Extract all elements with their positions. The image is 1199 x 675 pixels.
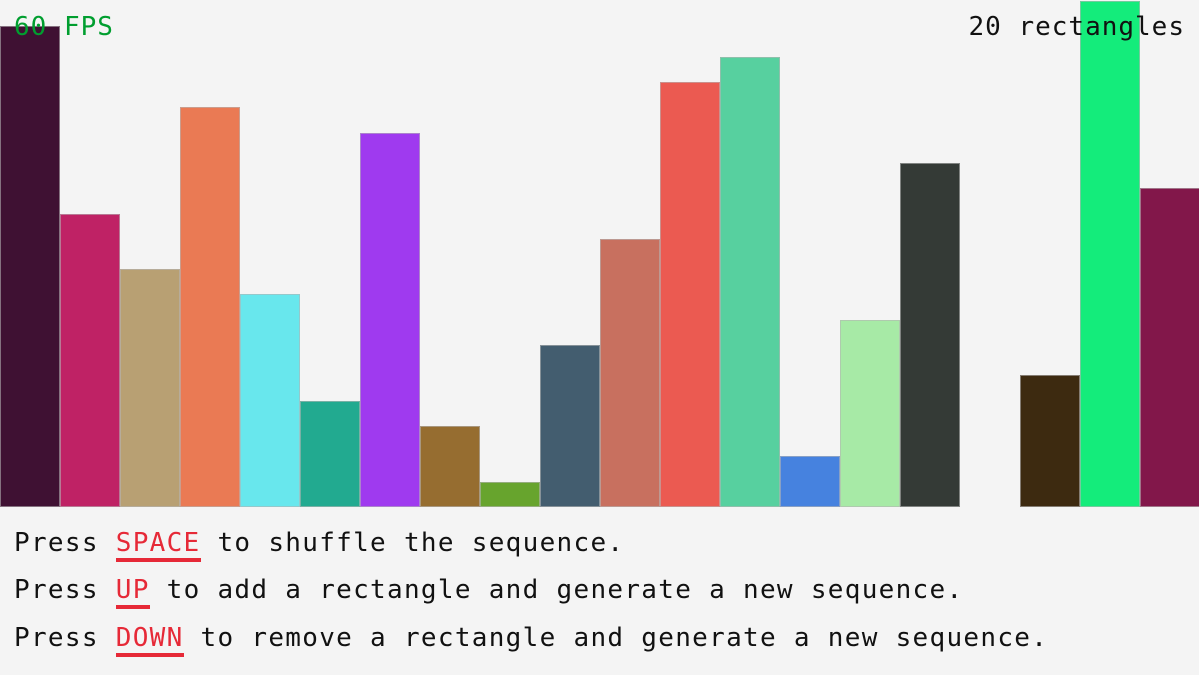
instruction-shuffle: Press SPACE to shuffle the sequence. (14, 528, 624, 562)
instruction-add: Press UP to add a rectangle and generate… (14, 575, 963, 609)
bar-18 (1020, 375, 1080, 507)
key-up: UP (115, 577, 150, 609)
bar-20 (1140, 188, 1199, 507)
bar-5 (240, 294, 300, 507)
bar-12 (660, 82, 720, 507)
bar-15 (840, 320, 900, 507)
bar-1 (0, 26, 60, 507)
bar-chart (0, 1, 1199, 507)
bar-14 (780, 456, 840, 507)
bar-2 (60, 214, 120, 507)
bar-6 (300, 401, 360, 507)
key-down: DOWN (115, 625, 184, 657)
bar-19 (1080, 1, 1140, 507)
instruction-prefix: Press (14, 528, 116, 558)
bar-4 (180, 107, 240, 507)
instruction-prefix: Press (14, 623, 116, 653)
fps-counter: 60 FPS (14, 12, 114, 42)
instruction-suffix: to shuffle the sequence. (200, 528, 625, 558)
instruction-remove: Press DOWN to remove a rectangle and gen… (14, 623, 1048, 657)
bar-9 (480, 482, 540, 507)
instruction-suffix: to remove a rectangle and generate a new… (183, 623, 1049, 653)
rectangle-count: 20 rectangles (968, 12, 1185, 42)
bar-13 (720, 57, 780, 507)
bar-7 (360, 133, 420, 507)
bar-16 (900, 163, 960, 507)
bar-8 (420, 426, 480, 507)
instruction-prefix: Press (14, 575, 116, 605)
key-space: SPACE (115, 530, 201, 562)
bar-10 (540, 345, 600, 507)
bar-3 (120, 269, 180, 507)
bar-11 (600, 239, 660, 507)
instruction-suffix: to add a rectangle and generate a new se… (149, 575, 964, 605)
